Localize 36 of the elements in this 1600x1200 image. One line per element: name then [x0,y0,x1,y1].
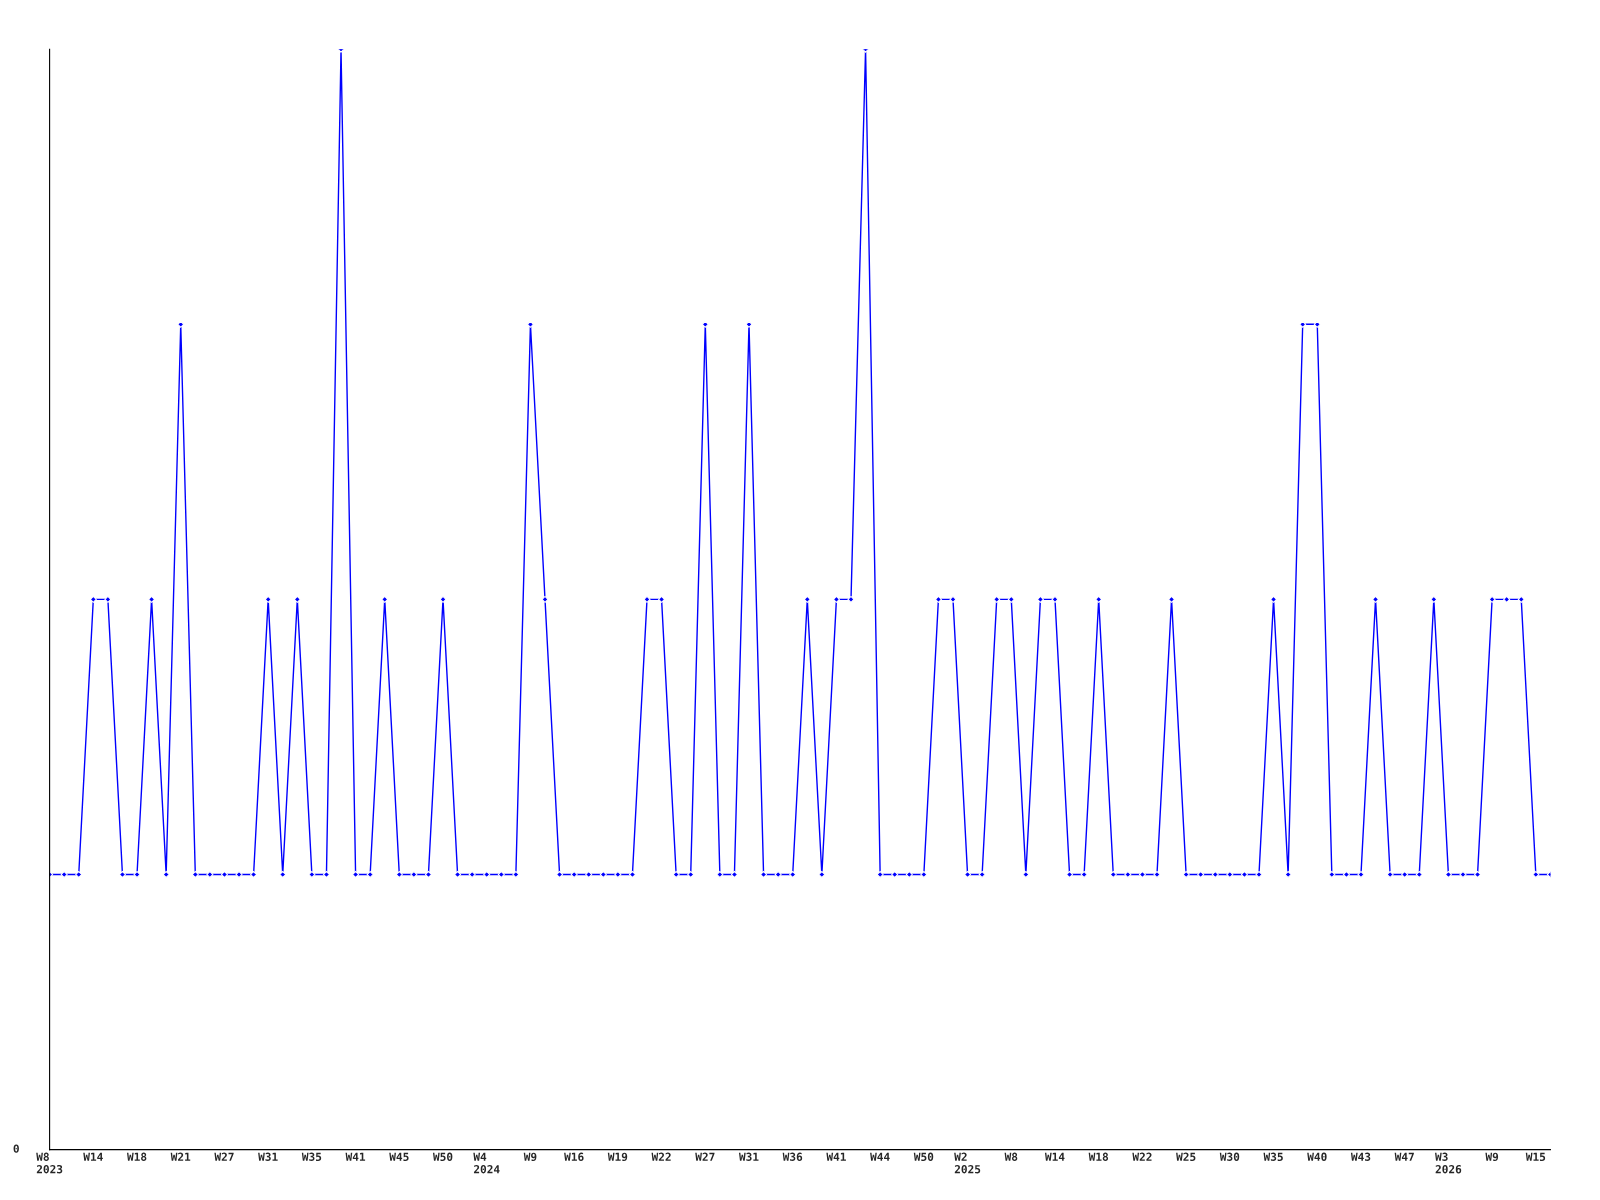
x-tick-label: W36 [782,1152,803,1161]
x-tick-label: W8 2023 [36,1152,63,1174]
x-tick-label: W8 [1004,1152,1018,1161]
x-tick-label: W21 [170,1152,191,1161]
x-tick-label: W30 [1219,1152,1240,1161]
x-tick-label: W27 [214,1152,234,1161]
x-tick-label: W22 [651,1152,671,1161]
x-tick-label: W40 [1307,1152,1327,1161]
x-tick-label: W27 [695,1152,715,1161]
x-tick-label: W3 2026 [1435,1152,1462,1174]
x-tick-label: W31 [258,1152,278,1161]
x-tick-label: W35 [1263,1152,1283,1161]
x-tick-label: W31 [738,1152,759,1161]
x-tick-label: W4 2024 [473,1152,500,1174]
x-tick-label: W2 2025 [954,1152,981,1174]
x-tick-label: W14 [1044,1152,1065,1161]
x-tick-label: W18 [126,1152,147,1161]
x-tick-label: W9 [523,1152,537,1162]
x-tick-label: W41 [345,1152,366,1161]
x-tick-label: W44 [870,1152,890,1161]
x-tick-label: W16 [564,1152,584,1161]
x-tick-label: W9 [1485,1152,1499,1162]
x-tick-label: W22 [1132,1152,1152,1161]
x-tick-label: W50 [432,1152,453,1161]
x-tick-label: W25 [1176,1152,1196,1161]
x-tick-label: W14 [83,1152,103,1161]
x-tick-label: W45 [389,1152,409,1161]
x-tick-label: W18 [1088,1152,1109,1161]
x-tick-label: W41 [826,1152,846,1161]
x-tick-label: W15 [1525,1152,1546,1161]
x-tick-label: W35 [301,1152,322,1161]
x-tick-label: W47 [1394,1152,1414,1161]
text: 0 [13,1144,19,1153]
x-tick-label: W19 [607,1152,628,1162]
x-tick-label: W43 [1350,1152,1371,1161]
x-tick-label: W50 [913,1152,934,1161]
